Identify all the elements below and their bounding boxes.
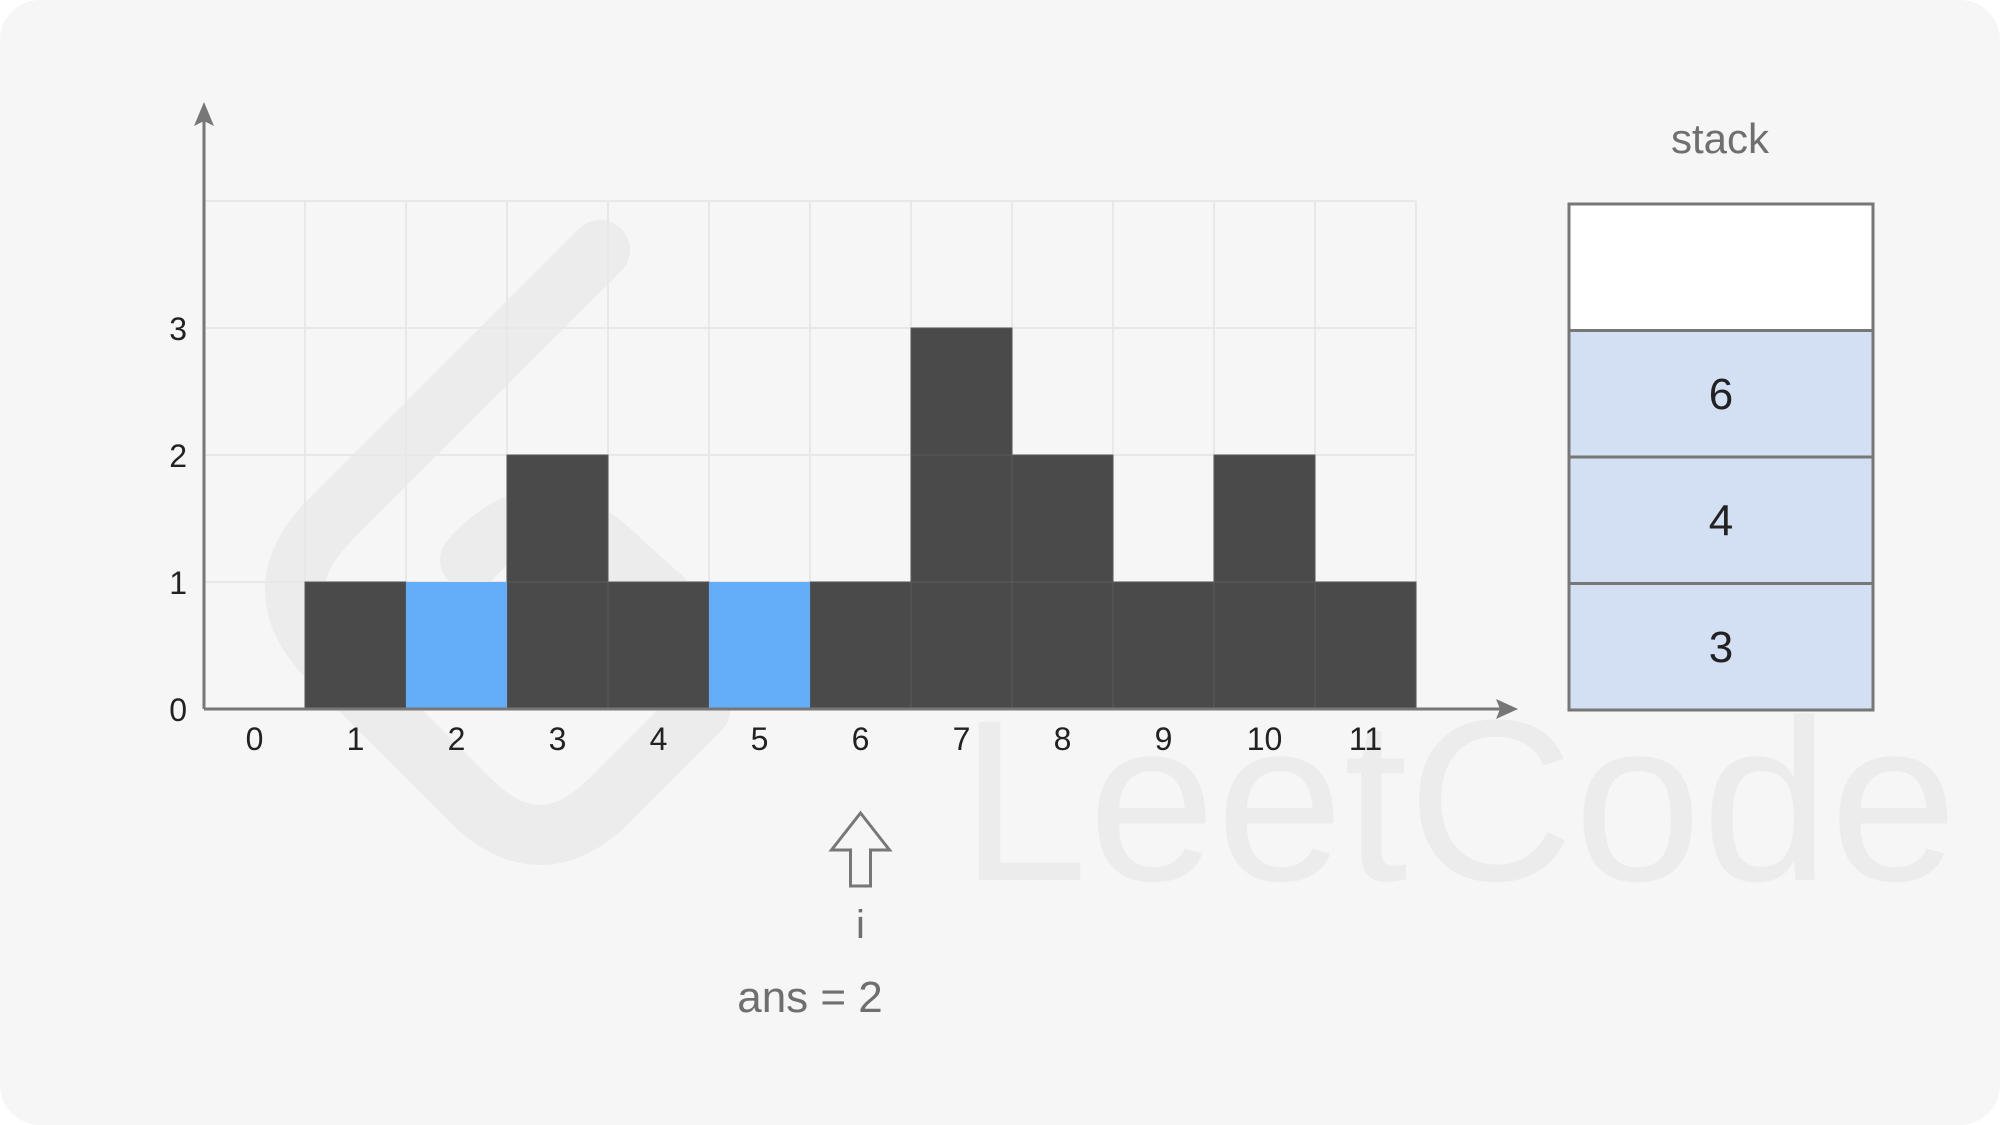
stack-cell	[1567, 329, 1875, 459]
wall-bar-7	[910, 581, 1013, 710]
y-tick-label: 0	[169, 692, 187, 728]
y-tick-labels: 0 1 2 3	[169, 311, 187, 728]
stack-cells: 6 4 3	[1567, 202, 1875, 712]
x-tick-label: 3	[549, 721, 567, 757]
x-tick-label: 10	[1247, 721, 1283, 757]
water-cell-2	[406, 582, 507, 709]
stack-title: stack	[1671, 115, 1770, 162]
y-tick-label: 3	[169, 311, 187, 347]
answer-text: ans = 2	[737, 973, 883, 1022]
wall-bar-6	[809, 581, 912, 710]
stack: stack 6 4 3	[1567, 115, 1875, 712]
wall-bar-10	[1213, 581, 1316, 710]
x-tick-label: 11	[1349, 721, 1382, 757]
wall-bar-4	[607, 581, 710, 710]
wall-bar-3	[506, 454, 609, 583]
pointer-label: i	[856, 903, 865, 947]
x-tick-label: 2	[448, 721, 466, 757]
x-tick-label: 4	[650, 721, 668, 757]
chart-axes	[194, 102, 1518, 719]
watermark-text: LeetCode	[960, 672, 1958, 929]
water-cell-5	[709, 582, 810, 709]
x-tick-label: 9	[1155, 721, 1173, 757]
stack-cell-value: 3	[1709, 623, 1733, 672]
stack-cell-value: 6	[1709, 370, 1733, 419]
x-axis-arrow-icon	[1496, 699, 1518, 719]
x-tick-label: 8	[1054, 721, 1072, 757]
x-tick-label: 1	[347, 721, 365, 757]
y-tick-label: 2	[169, 438, 187, 474]
up-arrow-outline-icon	[828, 810, 893, 888]
stack-cell-value: 4	[1709, 496, 1733, 545]
wall-bar-10	[1213, 454, 1316, 583]
wall-bar-9	[1112, 581, 1215, 710]
wall-bar-8	[1011, 454, 1114, 583]
y-axis-arrow-icon	[194, 102, 214, 126]
stack-cell	[1567, 582, 1875, 712]
wall-bar-8	[1011, 581, 1114, 710]
x-tick-label: 6	[852, 721, 870, 757]
wall-bar-7	[910, 454, 1013, 583]
pointer: i	[828, 810, 893, 947]
x-tick-label: 7	[953, 721, 971, 757]
x-tick-label: 5	[751, 721, 769, 757]
y-tick-label: 1	[169, 565, 187, 601]
x-tick-labels: 0 1 2 3 4 5 6 7 8 9 10 11	[246, 721, 1383, 757]
wall-bar-11	[1314, 581, 1417, 710]
chart-bars	[304, 327, 1417, 710]
wall-bar-1	[304, 581, 407, 710]
leetcode-watermark: LeetCode	[265, 220, 1958, 929]
wall-bar-3	[506, 581, 609, 710]
x-tick-label: 0	[246, 721, 264, 757]
wall-bar-7	[910, 327, 1013, 456]
